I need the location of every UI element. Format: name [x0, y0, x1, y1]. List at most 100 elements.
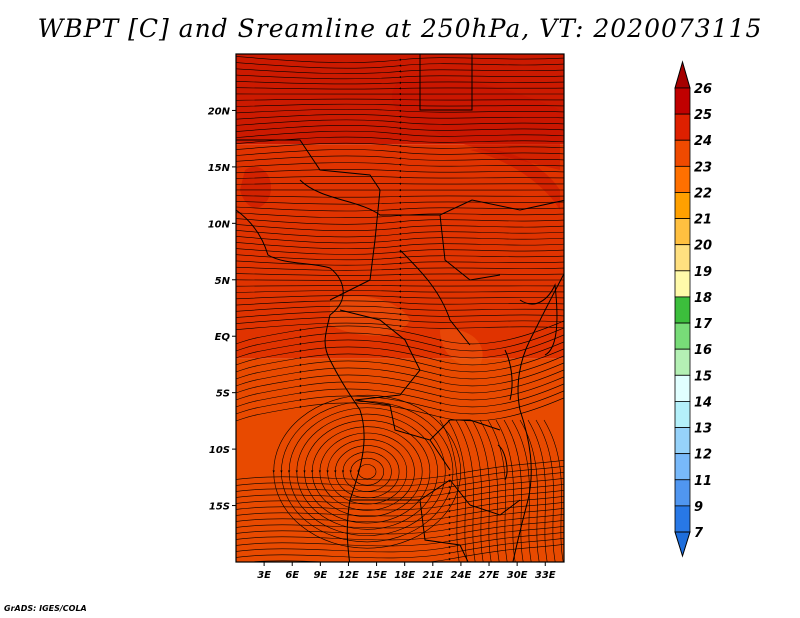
streamline-65 [303, 420, 431, 524]
colorbar-label: 20 [694, 239, 712, 254]
boundary-line-1 [512, 272, 564, 562]
streamline-95 [519, 419, 540, 562]
boundary-line-11 [504, 349, 513, 401]
colorbar-swatch [674, 453, 691, 481]
streamline-33 [236, 254, 564, 261]
colorbar-label: 17 [694, 317, 713, 332]
streamline-77 [236, 501, 564, 523]
colorbar-swatch [674, 296, 691, 324]
streamline-54 [236, 376, 564, 401]
colorbar-label: 18 [694, 291, 712, 306]
lat-tick-label: 15N [208, 163, 231, 174]
streamline-97 [535, 419, 556, 562]
colorbar: 26 25 24 23 22 21 20 19 18 17 16 15 14 13 12 11 9 7 [674, 60, 713, 558]
colorbar-swatch [674, 244, 691, 272]
coastlines-and-borders [236, 54, 564, 562]
streamline-73 [236, 477, 564, 499]
streamline-81 [236, 525, 564, 547]
colorbar-swatch [674, 348, 691, 376]
colorbar-swatch [674, 505, 691, 533]
streamline-10 [236, 114, 564, 120]
streamline-96 [527, 419, 548, 562]
lon-tick-label: 24E [451, 570, 472, 581]
colorbar-label: 7 [694, 526, 704, 541]
colorbar-label: 26 [694, 82, 712, 97]
streamline-89 [471, 419, 492, 562]
warm-patch-2 [470, 149, 560, 210]
map-axes: 20N 15N 10N 5N EQ 5S 10S 15S 3E 6E 9E 12E 15E 18E 21E 2… [208, 106, 556, 581]
streamlines [236, 56, 564, 562]
streamline-42 [236, 305, 564, 312]
streamline-98 [543, 419, 564, 562]
colorbar-swatch [674, 87, 691, 115]
lat-tick-label: 10S [209, 445, 230, 456]
streamline-39 [236, 290, 564, 293]
lat-tick-label: 15S [209, 502, 230, 513]
streamline-20 [236, 176, 564, 179]
streamline-27 [236, 218, 564, 225]
streamline-69 [272, 394, 461, 549]
boundary-line-10 [429, 419, 501, 441]
streamline-2 [236, 68, 564, 74]
colorbar-bottom-arrow [674, 531, 691, 558]
streamline-47 [236, 327, 564, 352]
streamline-87 [455, 419, 476, 562]
streamline-62 [326, 438, 408, 505]
lon-tick-label: 12E [338, 570, 359, 581]
streamline-32 [236, 248, 564, 255]
map-plot-area [236, 54, 564, 562]
streamline-60 [341, 451, 392, 492]
colorbar-swatch [674, 479, 691, 507]
lon-tick-label: 30E [507, 570, 528, 581]
colorbar-swatch [674, 374, 691, 402]
boundary-line-2 [236, 139, 381, 191]
boundary-line-14 [419, 499, 469, 562]
streamline-52 [236, 362, 564, 387]
warm-patch-1 [240, 166, 271, 208]
streamline-34 [236, 260, 564, 266]
colorbar-swatch [674, 139, 691, 167]
boundary-line-8 [339, 309, 421, 401]
streamline-67 [287, 407, 446, 536]
streamline-50 [236, 348, 564, 373]
lon-tick-label: 33E [535, 570, 556, 581]
streamline-76 [236, 495, 564, 517]
streamline-17 [236, 155, 564, 162]
streamline-80 [236, 519, 564, 541]
colorbar-swatch [674, 270, 691, 298]
streamline-9 [236, 108, 564, 114]
streamline-3 [236, 74, 564, 80]
lon-tick-label: 27E [479, 570, 500, 581]
lon-tick-label: 3E [257, 570, 271, 581]
streamline-53 [236, 369, 564, 394]
streamline-18 [236, 162, 564, 168]
streamline-38 [236, 284, 564, 287]
streamline-37 [236, 278, 564, 282]
colorbar-swatch [674, 165, 691, 193]
streamline-79 [236, 513, 564, 535]
streamline-15 [236, 142, 564, 150]
streamline-57 [236, 397, 564, 422]
streamline-35 [236, 266, 564, 271]
colorbar-label: 12 [694, 448, 712, 463]
colorbar-swatch [674, 192, 691, 219]
streamline-63 [318, 432, 415, 511]
streamline-85 [439, 419, 460, 562]
streamline-78 [236, 507, 564, 529]
streamline-26 [236, 212, 564, 219]
streamline-92 [495, 419, 516, 562]
lat-tick-label: EQ [215, 332, 231, 343]
streamline-31 [236, 242, 564, 250]
streamline-30 [236, 236, 564, 244]
colorbar-label: 19 [694, 265, 712, 280]
streamline-91 [487, 419, 508, 562]
streamline-16 [236, 149, 564, 156]
streamline-43 [236, 311, 564, 318]
streamline-74 [236, 483, 564, 505]
streamline-83 [236, 537, 564, 559]
boundary-line-15 [469, 499, 521, 516]
boundary-line-12 [497, 444, 508, 481]
streamline-66 [295, 413, 438, 530]
streamline-84 [246, 543, 564, 562]
streamline-28 [236, 224, 564, 231]
